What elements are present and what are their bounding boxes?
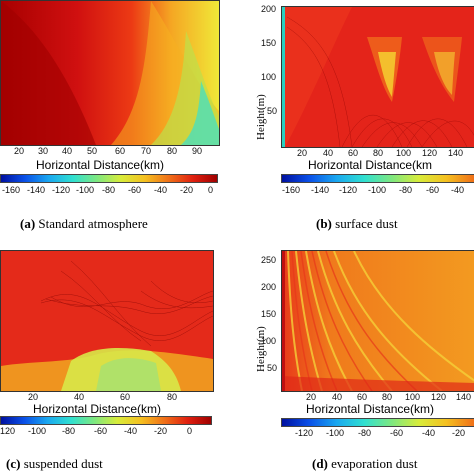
x-axis-label: Horizontal Distance(km) bbox=[306, 402, 435, 416]
colorbar-tick: -60 bbox=[426, 185, 440, 195]
heatmap-b bbox=[281, 6, 474, 148]
y-tick: 200 bbox=[261, 4, 277, 14]
y-tick: 150 bbox=[261, 38, 277, 48]
x-tick: 20 bbox=[14, 146, 25, 156]
x-tick: 40 bbox=[332, 392, 343, 402]
colorbar-b bbox=[281, 174, 474, 183]
heatmap-c-image bbox=[1, 251, 213, 391]
y-tick: 200 bbox=[261, 282, 277, 292]
caption-letter: (d) bbox=[312, 456, 328, 471]
colorbar-tick: -60 bbox=[94, 426, 108, 436]
colorbar-tick: -20 bbox=[452, 428, 466, 438]
x-tick: 60 bbox=[348, 148, 359, 158]
colorbar-tick: -20 bbox=[180, 185, 194, 195]
heatmap-d bbox=[281, 250, 474, 392]
colorbar-tick: -120 bbox=[52, 185, 71, 195]
colorbar-tick: -100 bbox=[76, 185, 95, 195]
colorbar-tick: -100 bbox=[326, 428, 345, 438]
caption-a: (a) Standard atmosphere bbox=[20, 216, 148, 232]
caption-text: evaporation dust bbox=[327, 456, 418, 471]
y-tick: 100 bbox=[261, 72, 277, 82]
colorbar-a bbox=[0, 174, 218, 183]
colorbar-tick: -80 bbox=[399, 185, 413, 195]
x-tick: 140 bbox=[448, 148, 464, 158]
x-tick: 80 bbox=[373, 148, 384, 158]
x-tick: 70 bbox=[141, 146, 152, 156]
caption-text: surface dust bbox=[331, 216, 398, 231]
x-axis-label: Horizontal Distance(km) bbox=[33, 402, 162, 416]
colorbar-tick: -60 bbox=[390, 428, 404, 438]
x-tick: 20 bbox=[297, 148, 308, 158]
caption-letter: (c) bbox=[6, 456, 21, 471]
x-tick: 80 bbox=[167, 392, 178, 402]
x-tick: 20 bbox=[28, 392, 39, 402]
colorbar-c bbox=[0, 416, 212, 425]
caption-text: Standard atmosphere bbox=[35, 216, 148, 231]
x-tick: 80 bbox=[382, 392, 393, 402]
colorbar-d bbox=[281, 418, 474, 427]
heatmap-a-image bbox=[1, 1, 219, 145]
colorbar-tick: -120 bbox=[339, 185, 358, 195]
colorbar-tick: -140 bbox=[27, 185, 46, 195]
y-tick: 150 bbox=[261, 309, 277, 319]
x-tick: 60 bbox=[120, 392, 131, 402]
y-axis-label: Height(m) bbox=[255, 326, 267, 372]
colorbar-tick: -40 bbox=[451, 185, 465, 195]
colorbar-tick: -80 bbox=[102, 185, 116, 195]
colorbar-tick: -60 bbox=[128, 185, 142, 195]
colorbar-tick: -40 bbox=[422, 428, 436, 438]
colorbar-tick: -100 bbox=[28, 426, 47, 436]
heatmap-b-image bbox=[282, 7, 474, 147]
caption-letter: (b) bbox=[316, 216, 332, 231]
colorbar-tick: -40 bbox=[124, 426, 138, 436]
colorbar-tick: 120 bbox=[0, 426, 16, 436]
x-tick: 100 bbox=[405, 392, 421, 402]
y-tick: 50 bbox=[267, 363, 278, 373]
y-axis-label: Height(m) bbox=[255, 94, 267, 140]
colorbar-tick: -40 bbox=[154, 185, 168, 195]
x-tick: 140 bbox=[456, 392, 472, 402]
colorbar-tick: 0 bbox=[187, 426, 193, 436]
colorbar-tick: -160 bbox=[2, 185, 21, 195]
heatmap-d-image bbox=[282, 251, 474, 391]
x-axis-label: Horizontal Distance(km bbox=[308, 158, 433, 172]
x-tick: 60 bbox=[357, 392, 368, 402]
heatmap-c bbox=[0, 250, 214, 392]
colorbar-tick: -100 bbox=[368, 185, 387, 195]
colorbar-tick: -80 bbox=[62, 426, 76, 436]
x-tick: 120 bbox=[431, 392, 447, 402]
x-tick: 100 bbox=[396, 148, 412, 158]
x-tick: 40 bbox=[74, 392, 85, 402]
x-tick: 40 bbox=[62, 146, 73, 156]
x-tick: 120 bbox=[422, 148, 438, 158]
x-tick: 60 bbox=[115, 146, 126, 156]
caption-d: (d) evaporation dust bbox=[312, 456, 417, 472]
colorbar-tick: -120 bbox=[295, 428, 314, 438]
caption-text: suspended dust bbox=[20, 456, 103, 471]
y-tick: 50 bbox=[267, 106, 278, 116]
colorbar-tick: -140 bbox=[311, 185, 330, 195]
colorbar-tick: -160 bbox=[282, 185, 301, 195]
caption-b: (b) surface dust bbox=[316, 216, 398, 232]
y-tick: 100 bbox=[261, 336, 277, 346]
x-tick: 90 bbox=[192, 146, 203, 156]
x-tick: 80 bbox=[167, 146, 178, 156]
x-axis-label: Horizontal Distance(km) bbox=[36, 158, 165, 172]
colorbar-tick: -20 bbox=[154, 426, 168, 436]
heatmap-a bbox=[0, 0, 220, 146]
caption-letter: (a) bbox=[20, 216, 36, 231]
caption-c: (c) suspended dust bbox=[6, 456, 103, 472]
x-tick: 30 bbox=[38, 146, 49, 156]
x-tick: 40 bbox=[323, 148, 334, 158]
x-tick: 20 bbox=[306, 392, 317, 402]
colorbar-tick: -80 bbox=[358, 428, 372, 438]
colorbar-tick: 0 bbox=[208, 185, 214, 195]
x-tick: 50 bbox=[87, 146, 98, 156]
y-tick: 250 bbox=[261, 255, 277, 265]
